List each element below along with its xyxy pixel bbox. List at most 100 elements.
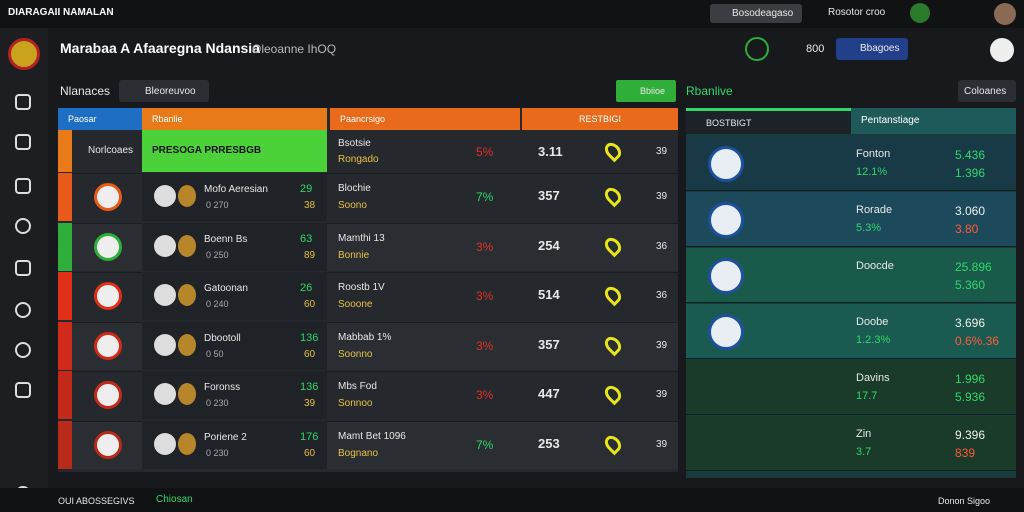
team-meta: 0 240 (206, 299, 229, 309)
odds: 26 (300, 282, 313, 294)
count: 39 (656, 389, 668, 400)
team-name: Poriene 2 (204, 431, 247, 443)
status-icon[interactable] (910, 3, 930, 23)
match-sub: Rongado (338, 154, 379, 165)
value: 253 (538, 435, 560, 451)
team-meta: 0 230 (206, 447, 229, 458)
logo[interactable] (8, 38, 40, 70)
team-icon (154, 432, 176, 455)
team-icon (154, 383, 176, 405)
panel-value: 5.936 (955, 390, 986, 404)
sidebar (0, 28, 48, 512)
match-sub: Soonno (338, 348, 373, 360)
odds-secondary: 60 (304, 299, 316, 310)
count: 36 (656, 290, 668, 301)
footer-text: OUI ABOSSEGIVS (58, 496, 135, 506)
footer-link[interactable]: Chiosan (156, 494, 193, 505)
match-name: Blochie (338, 183, 371, 194)
footer-text: Donon Sigoo (938, 496, 991, 506)
change: 7% (476, 437, 494, 452)
team-logo (94, 381, 122, 409)
top-bar (0, 0, 1024, 28)
value: 357 (538, 336, 560, 352)
panel-tab[interactable]: BOSTBIGT (686, 108, 851, 134)
change: 7% (476, 190, 494, 204)
team-name: Foronss (204, 382, 241, 393)
row-strip (58, 222, 72, 271)
team-icon (178, 284, 196, 306)
top-button[interactable]: Bosodeagaso (710, 4, 802, 23)
team-name: Boenn Bs (204, 233, 248, 245)
row-strip (58, 272, 72, 320)
nav-icon[interactable] (15, 178, 31, 194)
team-logo (708, 314, 744, 350)
column-header[interactable]: Rbanlie (142, 108, 327, 130)
column-header[interactable]: RESTBIGI (522, 108, 678, 130)
change: 3% (476, 338, 494, 353)
nav-icon[interactable] (15, 382, 31, 398)
panel-label: Doocde (856, 260, 894, 272)
row-strip (58, 130, 72, 172)
live-button[interactable]: Bbiioe (616, 80, 676, 102)
nav-icon[interactable] (15, 218, 31, 234)
team-logo (94, 430, 122, 459)
nav-icon[interactable] (15, 260, 31, 276)
avatar[interactable] (994, 3, 1016, 25)
page-title: Marabaa A Afaaregna Ndansia (60, 40, 260, 56)
value: 514 (538, 287, 560, 302)
match-name: Bsotsie (338, 138, 371, 149)
team-icon (178, 333, 196, 356)
team-meta: 0 270 (206, 200, 229, 210)
team-name: Dbootoll (204, 332, 241, 344)
team-logo (94, 282, 122, 310)
panel-value: 3.80 (955, 222, 979, 236)
odds: 29 (300, 183, 313, 195)
odds-secondary: 89 (304, 249, 316, 261)
panel-row (686, 360, 1016, 415)
panel-tab[interactable]: Pentanstiage (851, 108, 1016, 134)
header-button[interactable]: Bbagoes (836, 38, 908, 60)
count: 39 (656, 191, 668, 202)
filter-button[interactable]: Coloanes (958, 80, 1016, 102)
top-button[interactable]: Rosotor croo (828, 7, 886, 18)
panel-value: 3.696 (955, 316, 986, 330)
row-highlight: PRESOGA PRRESBGB (142, 130, 327, 172)
odds: 63 (300, 232, 313, 245)
team-logo (708, 146, 744, 182)
column-header[interactable]: Paosar (58, 108, 142, 130)
match-sub: Soono (338, 200, 367, 211)
status-ring[interactable] (745, 37, 769, 61)
nav-icon[interactable] (15, 342, 31, 358)
team-icon (154, 185, 176, 207)
row-strip (58, 173, 72, 221)
page-subtitle: Oleoanne IhOQ (252, 42, 337, 56)
odds-secondary: 60 (304, 348, 316, 360)
search-box[interactable]: Bleoreuvoo (119, 80, 209, 102)
count: 36 (656, 240, 668, 252)
panel-value: 9.396 (955, 428, 986, 442)
column-header[interactable]: Paancrsigo (330, 108, 520, 130)
nav-icon[interactable] (15, 134, 31, 150)
panel-value: 839 (955, 446, 976, 460)
avatar[interactable] (990, 38, 1014, 62)
footer-bar (0, 488, 1024, 512)
panel-value: 3.060 (955, 204, 986, 218)
panel-value: 5.360 (955, 278, 986, 292)
odds: 136 (300, 331, 319, 344)
match-name: Mbs Fod (338, 381, 377, 392)
count: 39 (656, 339, 668, 351)
match-sub: Sonnoo (338, 398, 373, 409)
nav-icon[interactable] (15, 94, 31, 110)
change: 3% (476, 239, 494, 254)
team-meta: 0 250 (206, 249, 229, 260)
panel-label: Fonton (856, 148, 891, 160)
panel-sub: 17.7 (856, 390, 878, 402)
team-icon (154, 333, 176, 356)
panel-sub: 1.2.3% (856, 334, 891, 346)
row-strip (58, 420, 72, 469)
row-strip (58, 321, 72, 370)
value: 447 (538, 386, 560, 401)
nav-icon[interactable] (15, 302, 31, 318)
panel-sub: 5.3% (856, 222, 882, 234)
